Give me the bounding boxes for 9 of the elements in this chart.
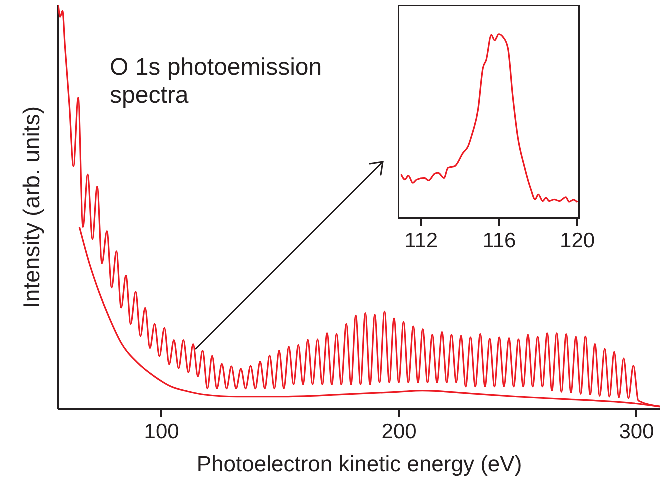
x-tick-label: 112 bbox=[404, 230, 438, 252]
x-tick-label: 116 bbox=[482, 230, 516, 252]
annotation: O 1s photoemission spectra bbox=[110, 54, 322, 109]
x-tick-label: 300 bbox=[619, 420, 654, 444]
x-tick-label: 200 bbox=[382, 420, 417, 444]
x-axis-title: Photoelectron kinetic energy (eV) bbox=[196, 452, 522, 476]
x-tick-label: 120 bbox=[560, 230, 596, 252]
x-tick-label: 100 bbox=[144, 420, 180, 444]
y-axis-title: Intensity (arb. units) bbox=[18, 106, 44, 308]
